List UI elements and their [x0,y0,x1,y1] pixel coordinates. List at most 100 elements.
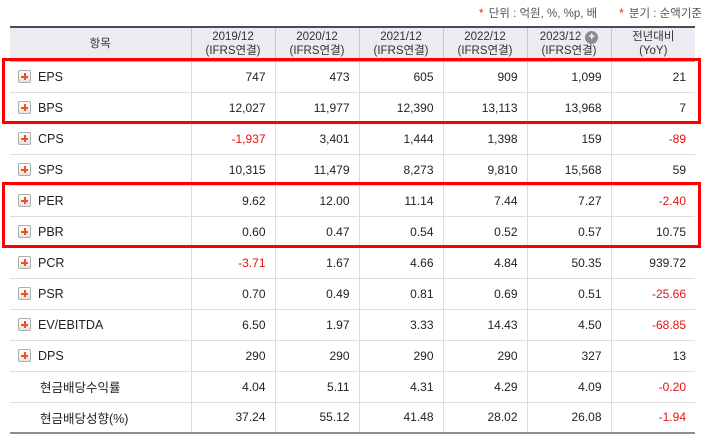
period-sublabel: (YoY) [639,45,668,58]
metric-value: 4.31 [358,370,443,402]
metric-value: -0.20 [610,370,695,402]
metric-value: -68.85 [610,308,695,340]
metric-label-cell: PBR [10,215,191,247]
metric-value: 4.09 [526,370,611,402]
metric-value: 11,977 [274,91,359,123]
basis-note-text: 분기 : 순액기준 [628,8,702,20]
metric-value: 13 [610,339,695,371]
metric-label-cell: DPS [10,339,191,371]
metric-value: 11.14 [358,184,443,216]
asterisk: * [619,8,624,20]
metric-row: CPS -1,937 3,401 1,444 1,398 159 -89 [10,122,695,154]
metric-label-cell: 현금배당성향(%) [10,401,191,434]
metric-value: 11,479 [274,153,359,185]
metric-row: 현금배당수익률 4.04 5.11 4.31 4.29 4.09 -0.20 [10,370,695,402]
metric-value: 290 [190,339,275,371]
financial-ratios-table: 항목 2019/12 (IFRS연결) 2020/12 (IFRS연결) 2021/12(… [10,26,695,434]
metric-value: 0.81 [358,277,443,309]
period-label: 2022/12 [464,31,506,44]
metric-label: PCR [38,255,65,270]
metric-row: DPS 290 290 290 290 327 13 [10,339,695,371]
metric-label: EPS [38,69,64,84]
metric-row: BPS 12,027 11,977 12,390 13,113 13,968 7 [10,91,695,123]
metric-value: 12.00 [274,184,359,216]
metric-value: 8,273 [358,153,443,185]
metric-value: 3,401 [274,122,359,154]
metric-row: PBR 0.60 0.47 0.54 0.52 0.57 10.75 [10,215,695,247]
metric-label: PER [38,193,64,208]
period-sublabel: (IFRS연결) [373,45,429,58]
metric-value: 28.02 [442,401,527,434]
metric-label: 현금배당수익률 [40,381,121,395]
period-column-header: 2023/12 + (IFRS연결) [526,26,611,62]
expand-metric-button[interactable] [18,318,31,331]
period-label: 2023/12 [539,31,582,44]
metric-value: 1.67 [274,246,359,278]
metric-value: 7.27 [526,184,611,216]
metric-label: PBR [38,224,64,239]
metric-value: -1,937 [190,122,275,154]
unit-note: * 단위 : 억원, %, %p, 배 [479,5,597,21]
financial-table-container: 항목 2019/12 (IFRS연결) 2020/12 (IFRS연결) 2021/12(… [2,26,701,434]
metric-value: 13,113 [442,91,527,123]
metric-value: -3.71 [190,246,275,278]
metric-label: CPS [38,131,64,146]
metric-label-cell: 현금배당수익률 [10,370,191,402]
expand-metric-button[interactable] [18,256,31,269]
metric-row: EV/EBITDA 6.50 1.97 3.33 14.43 4.50 -68.85 [10,308,695,340]
period-column-header: 2022/12 (IFRS연결) [442,26,527,62]
metric-value: 327 [526,339,611,371]
expand-metric-button[interactable] [18,163,31,176]
metric-value: 50.35 [526,246,611,278]
expand-metric-button[interactable] [18,225,31,238]
period-label: 2020/12 [296,31,338,44]
metric-value: 4.50 [526,308,611,340]
metric-value: 0.57 [526,215,611,247]
metric-value: 1.97 [274,308,359,340]
metric-value: 473 [274,61,359,92]
metric-value: 59 [610,153,695,185]
period-label: 전년대비 [632,31,675,44]
metric-value: 0.51 [526,277,611,309]
metric-value: 290 [358,339,443,371]
unit-note-text: 단위 : 억원, %, %p, 배 [488,8,598,20]
metric-value: 6.50 [190,308,275,340]
metric-value: 4.66 [358,246,443,278]
table-notes: * 단위 : 억원, %, %p, 배 * 분기 : 순액기준 [479,5,702,21]
metric-value: 939.72 [610,246,695,278]
metric-value: 26.08 [526,401,611,434]
period-label: 2019/12 [212,31,254,44]
expand-metric-button[interactable] [18,132,31,145]
metric-value: 4.04 [190,370,275,402]
metric-row: EPS 747 473 605 909 1,099 21 [10,61,695,92]
expand-metric-button[interactable] [18,101,31,114]
period-sublabel: (IFRS연결) [457,45,513,58]
metric-value: 747 [190,61,275,92]
expand-metric-button[interactable] [18,349,31,362]
metric-value: 12,390 [358,91,443,123]
metric-value: 4.84 [442,246,527,278]
expand-metric-button[interactable] [18,194,31,207]
metric-label: BPS [38,100,64,115]
metric-label: EV/EBITDA [38,317,104,332]
metric-value: -1.94 [610,401,695,434]
metric-label-cell: EPS [10,61,191,92]
expand-metric-button[interactable] [18,70,31,83]
metric-value: 21 [610,61,695,92]
metric-value: 5.11 [274,370,359,402]
period-sublabel: (IFRS연결) [205,45,261,58]
metric-label: 현금배당성향(%) [40,411,129,426]
metric-value: -2.40 [610,184,695,216]
metric-value: 4.29 [442,370,527,402]
item-column-header: 항목 [10,26,191,62]
metric-value: 13,968 [526,91,611,123]
metric-label-cell: BPS [10,91,191,123]
metric-value: 0.52 [442,215,527,247]
metric-value: 10,315 [190,153,275,185]
add-period-icon[interactable]: + [585,30,599,44]
basis-note: * 분기 : 순액기준 [619,5,702,21]
expand-metric-button[interactable] [18,287,31,300]
period-column-header: 전년대비 (YoY) [610,26,695,62]
metric-value: 909 [442,61,527,92]
